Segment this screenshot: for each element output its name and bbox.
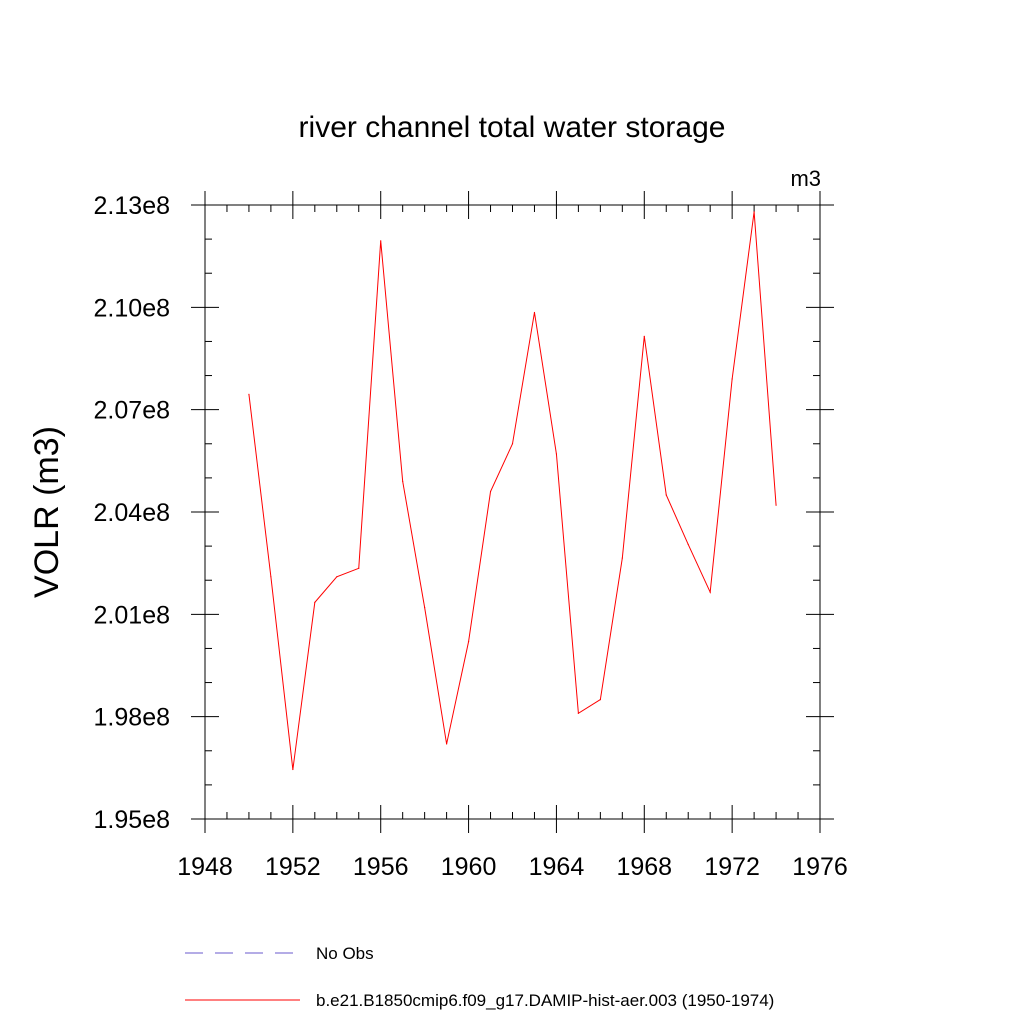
x-tick-label: 1976 [792,853,848,881]
data-point [248,393,250,395]
data-point [424,606,426,609]
x-tick-label: 1956 [353,853,409,881]
legend-label-no-obs: No Obs [316,944,374,963]
data-point [446,743,448,745]
data-point [402,480,404,482]
data-point [336,576,338,578]
y-tick-labels: 1.95e8 1.98e8 2.01e8 2.04e8 2.07e8 2.10e8 2.13… [94,192,170,834]
data-point [270,576,272,578]
data-point [753,211,755,213]
x-tick-labels: 1948 1952 1956 1960 1964 1968 1972 1976 [177,853,848,881]
x-tick-label: 1952 [265,853,321,881]
data-point [511,443,514,445]
y-tick-label: 2.13e8 [94,192,170,220]
y-tick-label: 2.07e8 [94,397,170,425]
major-ticks [191,191,834,833]
y-tick-label: 2.10e8 [94,294,170,322]
y-tick-label: 1.95e8 [94,806,170,834]
data-point [687,543,689,546]
x-tick-label: 1964 [529,853,585,881]
x-tick-label: 1972 [704,853,760,881]
y-tick-label: 1.98e8 [94,704,170,732]
data-point [577,712,579,714]
plot-frame [204,204,821,820]
chart-title: river channel total water storage [299,111,726,144]
series-points [248,211,777,771]
data-point [380,240,382,242]
data-point [709,591,711,593]
data-point [775,504,777,506]
data-point [599,699,601,701]
minor-ticks [205,205,820,819]
data-point [665,494,667,496]
data-point [489,490,492,493]
data-point [358,567,360,569]
data-point [643,335,645,337]
legend: No Obs b.e21.B1850cmip6.f09_g17.DAMIP-hi… [185,944,774,1010]
legend-label-model: b.e21.B1850cmip6.f09_g17.DAMIP-hist-aer.… [316,991,774,1010]
series-line [248,211,777,770]
x-tick-label: 1968 [616,853,672,881]
y-tick-label: 2.01e8 [94,601,170,629]
y-tick-label: 2.04e8 [94,499,170,527]
data-point [314,601,316,603]
units-label: m3 [790,166,821,191]
x-tick-label: 1960 [441,853,497,881]
x-tick-label: 1948 [177,853,233,881]
data-point [533,311,536,314]
data-point [621,557,623,559]
y-axis-label: VOLR (m3) [28,426,66,598]
data-point [292,768,294,771]
data-point [731,378,733,380]
data-point [555,453,558,455]
data-point [467,641,470,643]
